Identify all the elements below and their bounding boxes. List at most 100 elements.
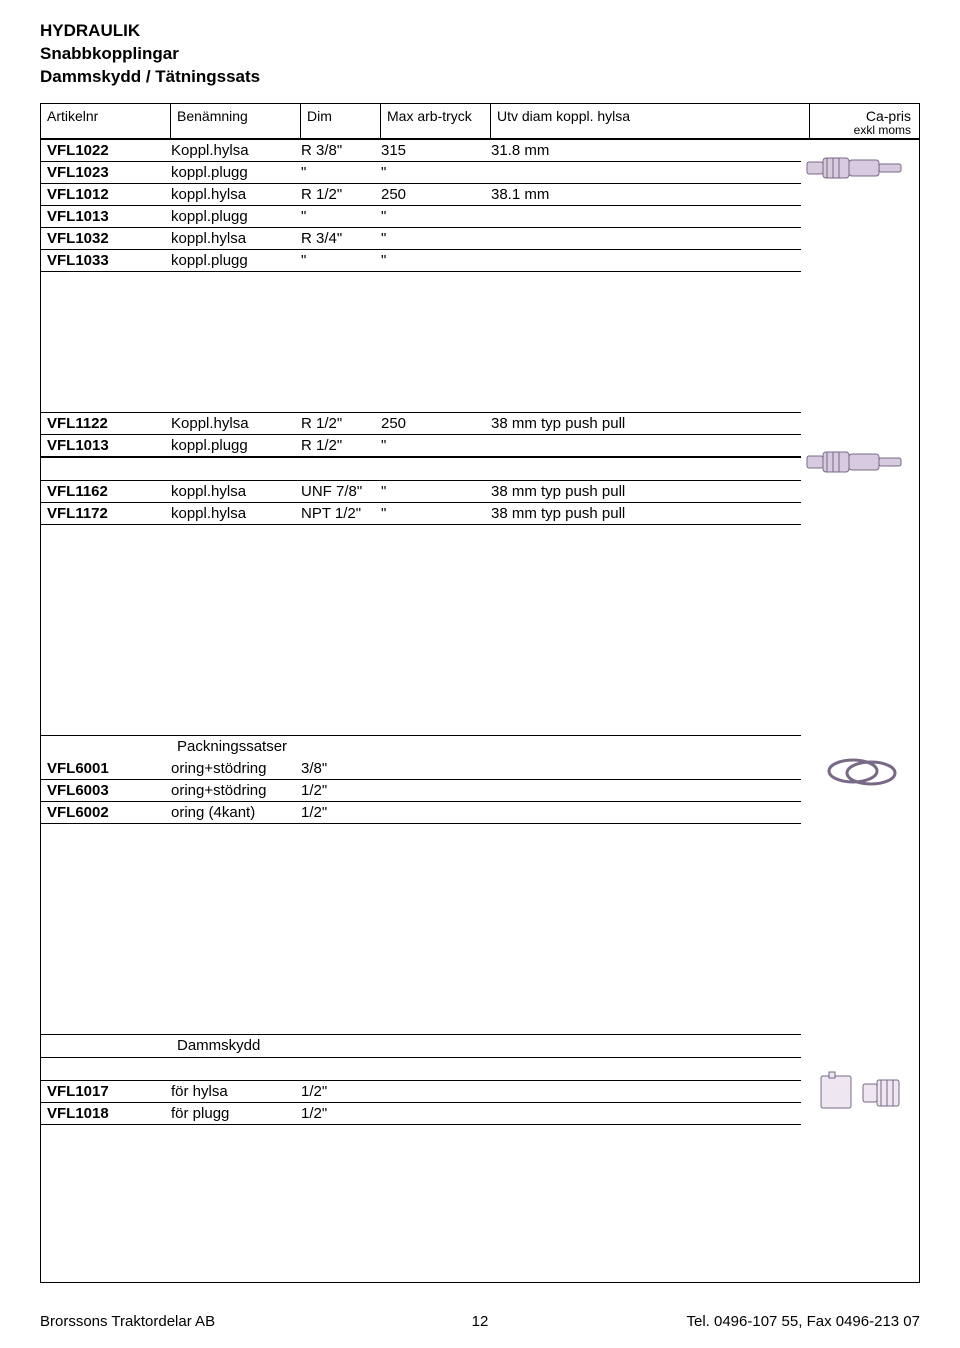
cell-c3: 1/2" — [301, 1105, 381, 1122]
cell-c3: R 3/4" — [301, 230, 381, 247]
cell-c2: koppl.plugg — [171, 437, 301, 454]
cell-c4: " — [381, 252, 491, 269]
cell-c3: R 1/2" — [301, 186, 381, 203]
col-utvdiam: Utv diam koppl. hylsa — [491, 104, 809, 138]
cell-c3: " — [301, 164, 381, 181]
cell-c5: 38 mm typ push pull — [491, 483, 801, 500]
cell-c3: UNF 7/8" — [301, 483, 381, 500]
col-dim: Dim — [301, 104, 381, 138]
table-row: VFL1033koppl.plugg"" — [41, 250, 801, 272]
section-couplings-1: VFL1022Koppl.hylsaR 3/8"31531.8 mmVFL102… — [41, 140, 919, 272]
cell-c3: 3/8" — [301, 760, 381, 777]
page: HYDRAULIK Snabbkopplingar Dammskydd / Tä… — [0, 0, 960, 1348]
table-row: VFL1122Koppl.hylsaR 1/2"25038 mm typ pus… — [41, 413, 801, 435]
footer-contact: Tel. 0496-107 55, Fax 0496-213 07 — [686, 1313, 920, 1330]
cell-c1: VFL1162 — [41, 483, 171, 500]
cell-c1: VFL1032 — [41, 230, 171, 247]
coupling-image — [805, 144, 905, 197]
cell-c4: " — [381, 208, 491, 225]
cell-c2: för plugg — [171, 1105, 301, 1122]
page-heading: HYDRAULIK Snabbkopplingar Dammskydd / Tä… — [40, 20, 920, 89]
cell-c1: VFL1012 — [41, 186, 171, 203]
cell-c5: 31.8 mm — [491, 142, 801, 159]
cell-c5: 38 mm typ push pull — [491, 505, 801, 522]
dustcap-image — [815, 1066, 905, 1123]
coupling-image-2 — [805, 438, 905, 491]
cell-c1: VFL1122 — [41, 415, 171, 432]
col-maxarbtryck: Max arb-tryck — [381, 104, 491, 138]
page-footer: Brorssons Traktordelar AB 12 Tel. 0496-1… — [40, 1313, 920, 1330]
cell-c1: VFL6001 — [41, 760, 171, 777]
table-row: VFL1018för plugg1/2" — [41, 1103, 801, 1125]
exklmoms-label: exkl moms — [818, 124, 911, 138]
table-row: VFL6002oring (4kant)1/2" — [41, 802, 801, 824]
cell-c2: oring (4kant) — [171, 804, 301, 821]
cell-c1: VFL1023 — [41, 164, 171, 181]
cell-c1: VFL6002 — [41, 804, 171, 821]
cell-c2: koppl.hylsa — [171, 186, 301, 203]
table-row: VFL1162koppl.hylsaUNF 7/8""38 mm typ pus… — [41, 481, 801, 503]
table-row: VFL1012koppl.hylsaR 1/2"25038.1 mm — [41, 184, 801, 206]
cell-c2: koppl.hylsa — [171, 483, 301, 500]
cell-c2: oring+stödring — [171, 760, 301, 777]
cell-c5: 38 mm typ push pull — [491, 415, 801, 432]
cell-c3: 1/2" — [301, 804, 381, 821]
cell-c2: för hylsa — [171, 1083, 301, 1100]
cell-c1: VFL1033 — [41, 252, 171, 269]
footer-company: Brorssons Traktordelar AB — [40, 1313, 215, 1330]
cell-c4: 250 — [381, 186, 491, 203]
table-row: VFL1013koppl.pluggR 1/2"" — [41, 435, 801, 457]
section-packningssatser: Packningssatser VFL6001oring+stödring3/8… — [41, 735, 919, 824]
table-row: VFL6003oring+stödring1/2" — [41, 780, 801, 802]
oring-image — [821, 749, 905, 798]
cell-c4: " — [381, 483, 491, 500]
section-title-dammskydd: Dammskydd — [41, 1035, 919, 1057]
section-couplings-2: VFL1122Koppl.hylsaR 1/2"25038 mm typ pus… — [41, 412, 919, 525]
cell-c3: " — [301, 252, 381, 269]
cell-c1: VFL1022 — [41, 142, 171, 159]
col-capris: Ca-pris exkl moms — [809, 104, 919, 138]
heading-line-2: Snabbkopplingar — [40, 43, 920, 66]
cell-c3: " — [301, 208, 381, 225]
cell-c2: Koppl.hylsa — [171, 415, 301, 432]
cell-c2: koppl.plugg — [171, 164, 301, 181]
table-row: VFL1013koppl.plugg"" — [41, 206, 801, 228]
cell-c4: " — [381, 164, 491, 181]
cell-c1: VFL1017 — [41, 1083, 171, 1100]
cell-c3: R 3/8" — [301, 142, 381, 159]
cell-c2: koppl.hylsa — [171, 230, 301, 247]
cell-c2: koppl.plugg — [171, 252, 301, 269]
table-header: Artikelnr Benämning Dim Max arb-tryck Ut… — [41, 104, 919, 140]
col-benamning: Benämning — [171, 104, 301, 138]
cell-c1: VFL6003 — [41, 782, 171, 799]
cell-c3: NPT 1/2" — [301, 505, 381, 522]
spacer — [41, 824, 919, 1034]
heading-line-1: HYDRAULIK — [40, 20, 920, 43]
section-title-packningssatser: Packningssatser — [41, 736, 919, 758]
table-row: VFL1022Koppl.hylsaR 3/8"31531.8 mm — [41, 140, 801, 162]
section-dammskydd: Dammskydd VFL1017för hylsa1/2"VFL1018för… — [41, 1034, 919, 1125]
cell-c4: 250 — [381, 415, 491, 432]
cell-c1: VFL1172 — [41, 505, 171, 522]
spacer — [41, 272, 919, 412]
table-row: VFL1172koppl.hylsaNPT 1/2""38 mm typ pus… — [41, 503, 801, 525]
table-row: VFL1017för hylsa1/2" — [41, 1081, 801, 1103]
col-artikelnr: Artikelnr — [41, 104, 171, 138]
cell-c3: 1/2" — [301, 1083, 381, 1100]
cell-c3: 1/2" — [301, 782, 381, 799]
table-row: VFL1023koppl.plugg"" — [41, 162, 801, 184]
header-left: Artikelnr Benämning Dim Max arb-tryck Ut… — [41, 104, 809, 138]
cell-c1: VFL1018 — [41, 1105, 171, 1122]
cell-c4: " — [381, 437, 491, 454]
cell-c4: " — [381, 230, 491, 247]
content-box: Artikelnr Benämning Dim Max arb-tryck Ut… — [40, 103, 920, 1283]
cell-c5: 38.1 mm — [491, 186, 801, 203]
cell-c1: VFL1013 — [41, 437, 171, 454]
cell-c2: koppl.hylsa — [171, 505, 301, 522]
footer-page-number: 12 — [472, 1313, 489, 1330]
capris-label: Ca-pris — [818, 108, 911, 124]
spacer — [41, 525, 919, 735]
cell-c4: " — [381, 505, 491, 522]
cell-c1: VFL1013 — [41, 208, 171, 225]
cell-c3: R 1/2" — [301, 437, 381, 454]
